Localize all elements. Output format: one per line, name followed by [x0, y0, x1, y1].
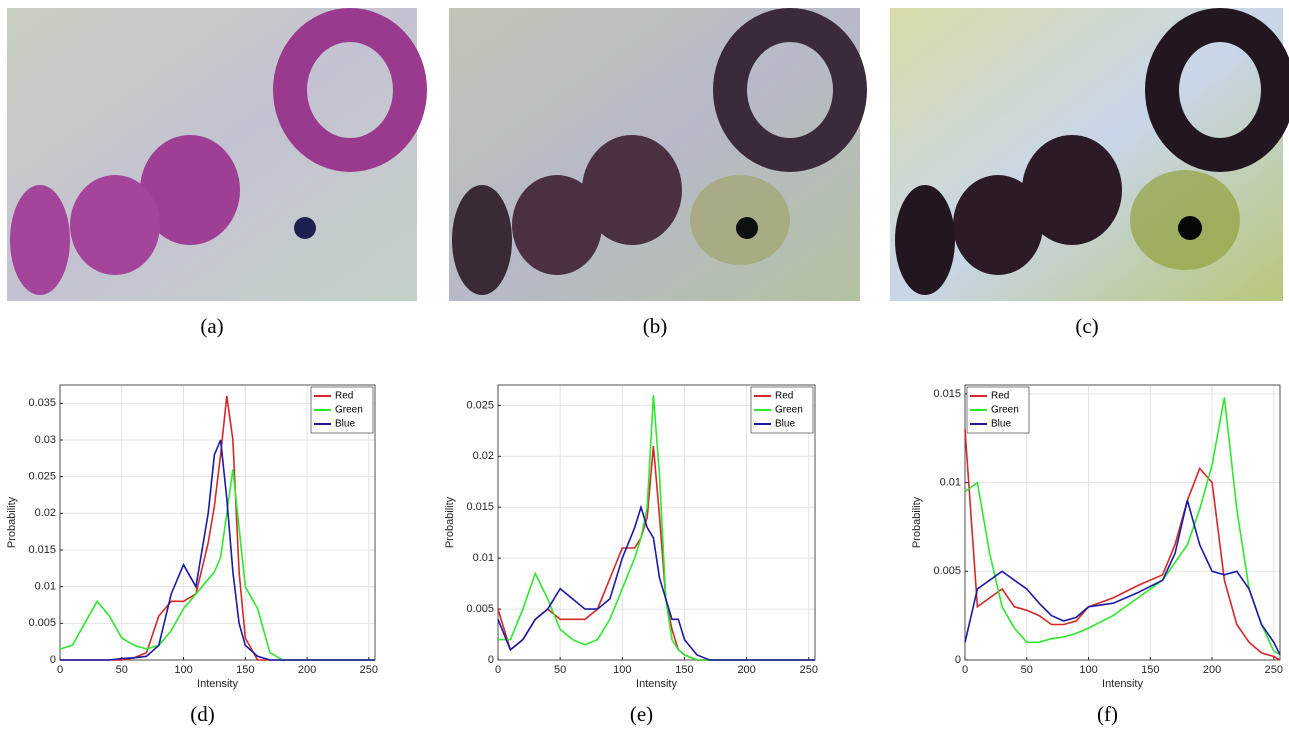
image-b: [449, 8, 867, 301]
x-tick-label: 250: [800, 664, 818, 676]
legend-label: Blue: [991, 419, 1011, 430]
y-tick-label: 0: [955, 654, 961, 666]
x-tick-label: 150: [1141, 664, 1159, 676]
x-tick-label: 0: [962, 664, 968, 676]
legend-label: Red: [991, 391, 1009, 402]
legend-label: Red: [775, 391, 793, 402]
y-tick-label: 0.01: [35, 581, 56, 593]
caption: (f): [1097, 702, 1118, 726]
legend-label: Green: [991, 405, 1019, 416]
series-line: [59, 469, 375, 661]
x-axis-label: Intensity: [197, 678, 238, 690]
x-tick-label: 200: [298, 664, 316, 676]
y-tick-label: 0.03: [35, 434, 56, 446]
legend-label: Blue: [335, 419, 355, 430]
caption: (b): [643, 314, 668, 338]
y-tick-label: 0.035: [28, 397, 56, 409]
y-tick-label: 0.015: [466, 501, 494, 513]
y-tick-label: 0.005: [933, 565, 961, 577]
caption: (e): [630, 702, 653, 726]
x-tick-label: 250: [360, 664, 378, 676]
x-tick-label: 50: [1021, 664, 1033, 676]
axes-box: [497, 384, 816, 661]
y-axis-label: Probability: [911, 496, 923, 548]
series-line: [964, 429, 1281, 661]
x-tick-label: 100: [613, 664, 631, 676]
series-line: [60, 439, 375, 661]
legend-label: Red: [335, 391, 353, 402]
series-line: [964, 500, 1281, 656]
y-tick-label: 0.02: [35, 507, 56, 519]
x-tick-label: 50: [554, 664, 566, 676]
y-tick-label: 0.015: [933, 388, 961, 400]
y-axis-label: Probability: [6, 496, 18, 548]
x-tick-label: 0: [57, 664, 63, 676]
series-line: [497, 504, 815, 661]
caption: (a): [200, 314, 223, 338]
x-tick-label: 250: [1265, 664, 1283, 676]
image-c: [890, 8, 1289, 301]
x-tick-label: 0: [495, 664, 501, 676]
y-tick-label: 0.02: [473, 450, 494, 462]
caption: (d): [190, 702, 215, 726]
legend-label: Green: [775, 405, 803, 416]
y-tick-label: 0.025: [466, 399, 494, 411]
x-tick-label: 200: [1203, 664, 1221, 676]
y-tick-label: 0.01: [473, 552, 494, 564]
x-tick-label: 50: [116, 664, 128, 676]
y-tick-label: 0.01: [940, 476, 961, 488]
axes-box: [964, 384, 1281, 661]
x-tick-label: 100: [174, 664, 192, 676]
axes-box: [59, 384, 376, 661]
y-axis-label: Probability: [444, 496, 456, 548]
caption: (c): [1075, 314, 1098, 338]
y-tick-label: 0: [488, 654, 494, 666]
x-tick-label: 150: [675, 664, 693, 676]
y-tick-label: 0.025: [28, 471, 56, 483]
y-tick-label: 0.015: [28, 544, 56, 556]
x-tick-label: 200: [737, 664, 755, 676]
y-tick-label: 0: [50, 654, 56, 666]
y-tick-label: 0.005: [28, 617, 56, 629]
legend-label: Blue: [775, 419, 795, 430]
x-tick-label: 150: [236, 664, 254, 676]
x-axis-label: Intensity: [1102, 678, 1143, 690]
legend-label: Green: [335, 405, 363, 416]
x-axis-label: Intensity: [636, 678, 677, 690]
series-line: [964, 397, 1281, 656]
y-tick-label: 0.005: [466, 603, 494, 615]
image-a: [7, 8, 427, 301]
x-tick-label: 100: [1079, 664, 1097, 676]
